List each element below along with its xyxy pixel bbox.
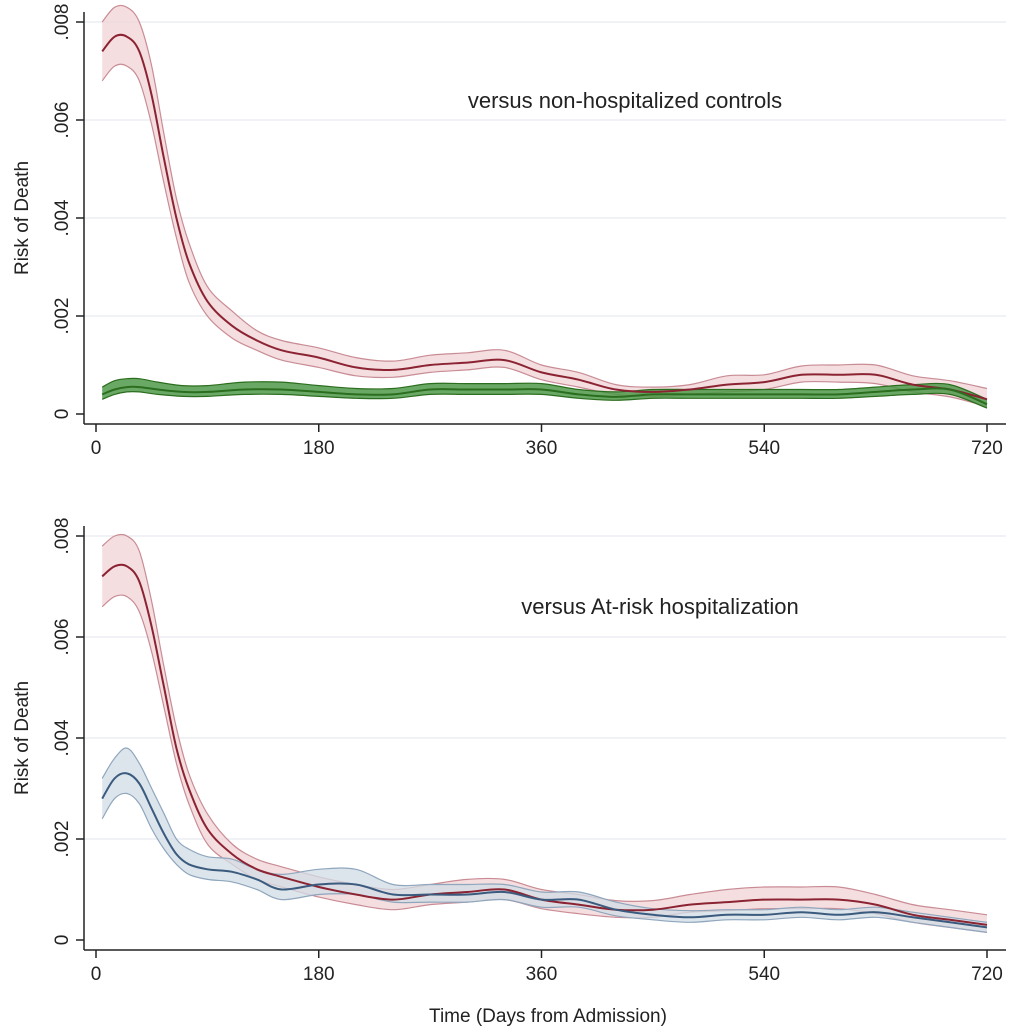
x-tick-label: 540	[748, 964, 780, 985]
ci-band-atrisk	[102, 748, 987, 933]
ci-band-index	[102, 5, 987, 407]
y-tick-label: .002	[52, 821, 73, 858]
y-tick-label: 0	[52, 409, 73, 420]
panel-annotation: versus At-risk hospitalization	[521, 594, 799, 619]
x-tick-label: 0	[91, 438, 102, 459]
ci-upper-control	[101, 377, 988, 400]
series-line-atrisk	[101, 772, 988, 929]
y-tick-label: .004	[52, 199, 73, 236]
y-tick-label: 0	[52, 935, 73, 946]
panel-at-risk-hospitalization: 0 .002 .004 .006 .008 0 180 360 540 720 Risk of De…	[12, 518, 1006, 985]
ci-upper-atrisk	[101, 747, 988, 923]
series-line-control	[101, 385, 988, 406]
ci-lower-index	[101, 63, 988, 408]
x-tick-label: 180	[303, 438, 335, 459]
y-tick-label: .008	[52, 4, 73, 41]
x-axis-title: Time (Days from Admission)	[429, 1006, 667, 1027]
ci-upper-index	[101, 4, 988, 390]
series-line-index	[101, 33, 988, 401]
y-tick-label: .004	[52, 719, 73, 756]
y-tick-label: .008	[52, 518, 73, 555]
x-tick-label: 360	[526, 964, 558, 985]
x-tick-label: 540	[748, 438, 780, 459]
ci-lower-control	[101, 391, 988, 409]
panel-annotation: versus non-hospitalized controls	[468, 88, 782, 113]
y-tick-label: .002	[52, 298, 73, 335]
x-tick-label: 0	[91, 964, 102, 985]
y-tick-label: .006	[52, 102, 73, 139]
ci-band-control	[102, 378, 987, 409]
y-axis-title: Risk of Death	[12, 681, 33, 795]
ci-lower-atrisk	[101, 792, 988, 933]
panel-non-hospitalized-controls: 0 .002 .004 .006 .008 0 180 360 540 720 Risk of De…	[12, 4, 1006, 459]
y-tick-label: .006	[52, 619, 73, 656]
x-tick-label: 720	[971, 438, 1003, 459]
x-tick-label: 360	[526, 438, 558, 459]
x-tick-label: 180	[303, 964, 335, 985]
y-axis-title: Risk of Death	[12, 161, 33, 275]
x-tick-label: 720	[971, 964, 1003, 985]
